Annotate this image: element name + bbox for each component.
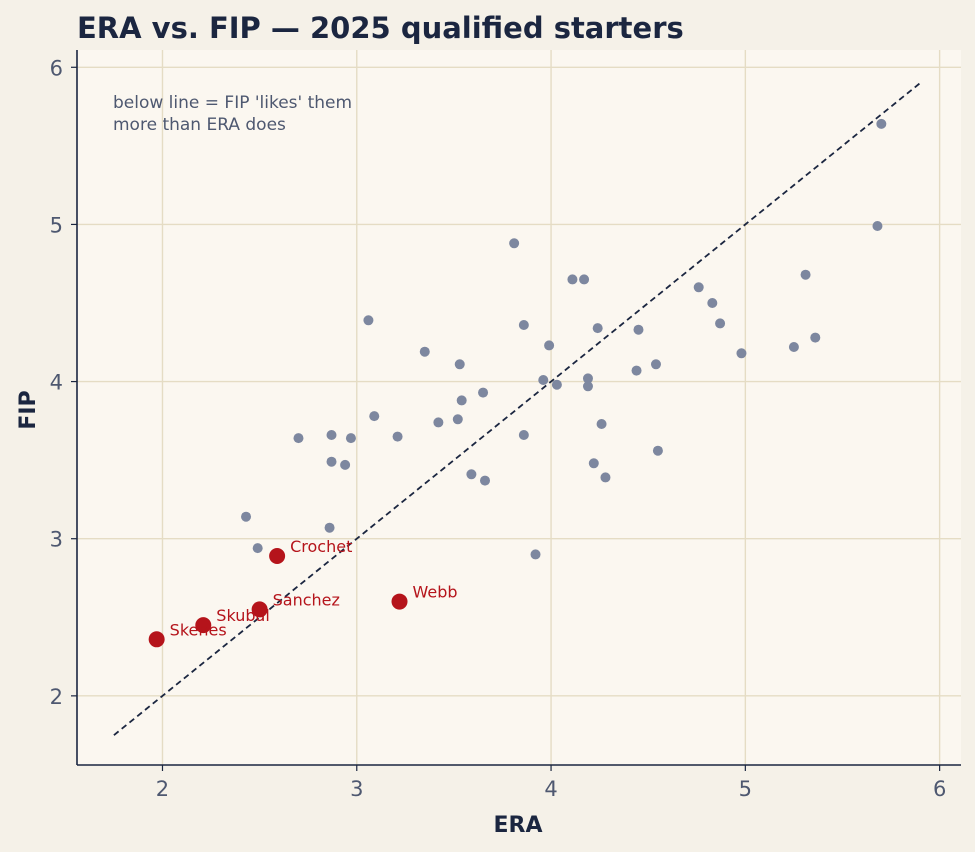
data-point	[592, 323, 603, 334]
annotation-line-1: below line = FIP 'likes' them	[113, 93, 352, 113]
data-point	[345, 433, 356, 444]
data-point	[693, 282, 704, 293]
data-point	[788, 342, 799, 352]
data-points	[241, 118, 887, 560]
data-point	[633, 324, 644, 335]
data-point	[419, 346, 430, 357]
y-tick-label: 2	[50, 685, 63, 709]
highlighted-point	[195, 617, 212, 634]
data-point	[872, 221, 883, 231]
data-point	[579, 274, 590, 285]
data-point	[707, 298, 718, 308]
x-tick-label: 6	[933, 777, 946, 801]
y-tick-label: 4	[50, 371, 63, 395]
tick-labels: 2 3 4 5 6 2 3 4 5 6	[50, 56, 947, 801]
x-tick-label: 5	[739, 777, 752, 801]
y-axis-label: FIP	[16, 390, 41, 429]
chart-title: ERA vs. FIP — 2025 qualified starters	[77, 11, 684, 45]
data-point	[369, 411, 380, 422]
highlighted-point	[148, 631, 165, 648]
point-label: Sanchez	[273, 590, 340, 609]
data-point	[631, 365, 642, 376]
data-point	[392, 431, 403, 442]
annotation-line-2: more than ERA does	[113, 115, 286, 135]
data-point	[736, 348, 747, 359]
data-point	[241, 511, 252, 522]
point-label: Skubal	[216, 606, 269, 625]
data-point	[454, 359, 465, 370]
x-tick-label: 2	[156, 777, 169, 801]
data-point	[433, 417, 444, 428]
highlighted-point	[391, 593, 408, 610]
data-point	[582, 373, 593, 384]
data-point	[600, 472, 611, 483]
y-tick-label: 3	[50, 528, 63, 552]
y-tick-label: 6	[50, 56, 63, 80]
data-point	[530, 549, 541, 560]
data-point	[567, 274, 578, 285]
data-point	[252, 543, 263, 554]
data-point	[538, 375, 549, 385]
data-point	[876, 118, 887, 129]
x-tick-label: 3	[350, 777, 363, 801]
highlighted-point	[251, 601, 268, 618]
data-point	[582, 381, 593, 392]
data-point	[326, 430, 337, 440]
x-axis-label: ERA	[494, 813, 543, 838]
data-point	[363, 315, 374, 326]
data-point	[518, 430, 529, 440]
data-point	[715, 318, 726, 329]
data-point	[340, 459, 351, 470]
point-label: Webb	[413, 583, 458, 602]
data-point	[509, 238, 520, 249]
data-point	[480, 475, 490, 486]
data-point	[544, 340, 555, 351]
data-point	[456, 395, 467, 406]
data-point	[478, 387, 489, 398]
data-point	[810, 332, 821, 343]
data-point	[452, 414, 463, 425]
data-point	[800, 269, 811, 280]
data-point	[551, 379, 562, 390]
data-point	[324, 522, 335, 533]
highlighted-point	[269, 548, 286, 564]
data-point	[466, 469, 477, 480]
point-label: Skenes	[170, 620, 227, 639]
reference-line	[113, 82, 921, 736]
data-point	[652, 445, 663, 456]
data-point	[588, 458, 599, 469]
x-tick-label: 4	[544, 777, 557, 801]
data-point	[518, 320, 529, 330]
axes	[76, 50, 961, 766]
data-point	[650, 359, 661, 370]
y-tick-label: 5	[50, 213, 63, 237]
data-point	[326, 456, 337, 467]
grid-lines	[77, 50, 961, 765]
data-point	[596, 419, 607, 429]
point-label: Crochet	[290, 537, 352, 556]
data-point	[293, 433, 304, 444]
